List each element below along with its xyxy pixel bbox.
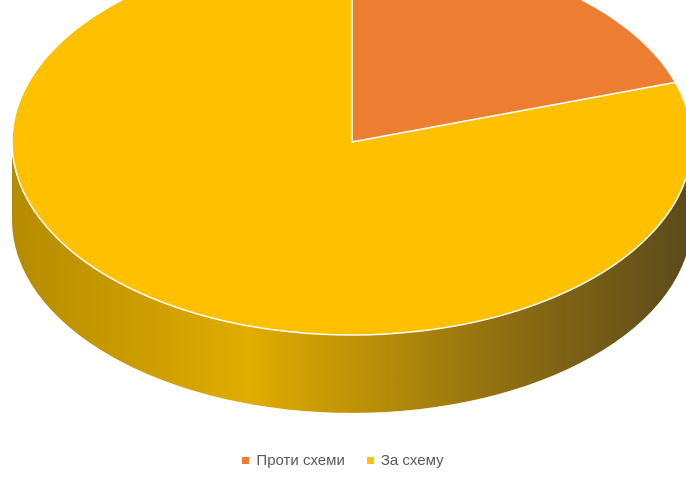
pie-top bbox=[11, 0, 686, 336]
slice-against bbox=[351, 0, 677, 143]
pie-side-wall bbox=[12, 142, 686, 413]
legend-label-for: За схему bbox=[380, 452, 444, 469]
pie-side bbox=[12, 142, 686, 413]
legend-swatch-for bbox=[366, 457, 374, 464]
legend-swatch-against bbox=[242, 457, 250, 464]
legend-item-against: Проти схеми bbox=[242, 452, 345, 469]
legend-item-for: За схему bbox=[366, 452, 444, 469]
legend-label-against: Проти схеми bbox=[256, 452, 345, 469]
legend: Проти схеми За схему bbox=[0, 452, 686, 469]
slice-for bbox=[11, 0, 686, 336]
